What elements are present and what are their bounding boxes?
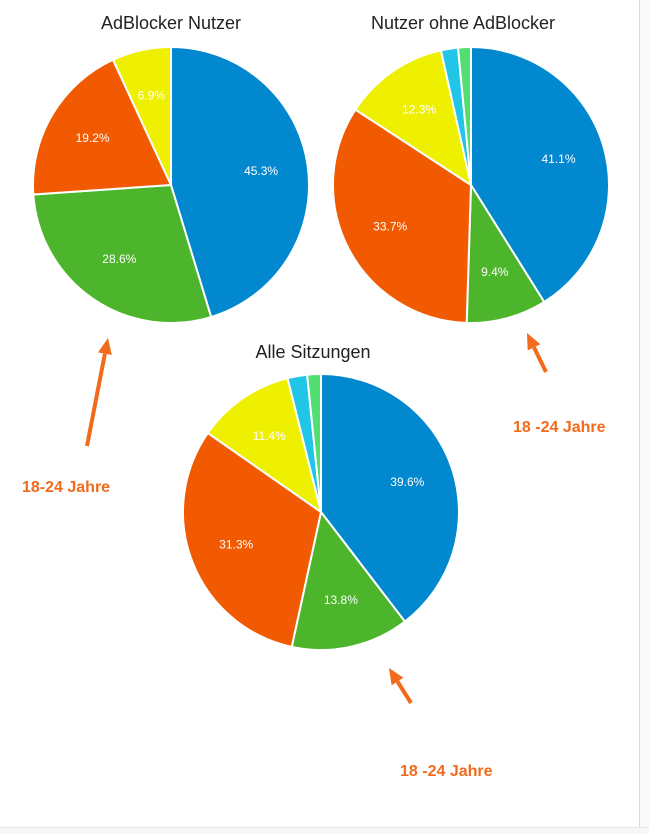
annotation-arrow-bottom <box>389 668 413 705</box>
annotation-label-right: 18 -24 Jahre <box>513 419 606 436</box>
pie-slice-label: 28.6% <box>102 252 136 266</box>
pie-slice <box>112 46 172 186</box>
window-edge-bottom <box>0 827 649 834</box>
pie-slice <box>206 377 322 513</box>
pie-slice-label: 19.2% <box>76 131 110 145</box>
chart-title-all-sessions: Alle Sitzungen <box>255 342 371 362</box>
pie-slice-label: 33.7% <box>373 219 407 233</box>
pie-slice <box>354 49 472 186</box>
window-edge-right <box>639 0 649 834</box>
chart-title-adblocker: AdBlocker Nutzer <box>100 13 242 33</box>
pie-slice <box>182 432 322 648</box>
pie-slice-label: 13.8% <box>324 593 358 607</box>
annotation-arrow-right <box>527 333 548 373</box>
pie-slice <box>320 373 460 623</box>
pie-slice <box>457 45 472 186</box>
pie-chart-2: 41.1% 9.4% 33.7% 12.3% <box>332 45 610 324</box>
pie-slice-label: 11.4% <box>253 429 286 443</box>
pie-slice <box>170 46 310 319</box>
pie-slice-label: 9.4% <box>481 265 509 279</box>
annotation-label-bottom: 18 -24 Jahre <box>400 763 493 780</box>
pie-chart-3: 39.6% 13.8% 31.3% 11.4% <box>182 373 460 651</box>
pie-slice-label: 31.3% <box>219 537 253 551</box>
annotation-arrow-left <box>85 338 112 447</box>
pie-slice-label: 41.1% <box>541 152 575 166</box>
annotation-label-left: 18-24 Jahre <box>22 479 111 496</box>
pie-chart-1: 45.3% 28.6% 19.2% 6.9% <box>32 46 310 324</box>
pie-slice <box>306 373 322 513</box>
pie-slice <box>290 511 406 651</box>
pie-slice-label: 45.3% <box>244 164 278 178</box>
chart-title-no-adblocker: Nutzer ohne AdBlocker <box>370 13 556 33</box>
pie-slice-label: 6.9% <box>138 88 166 102</box>
pie-slice-label: 39.6% <box>390 475 424 489</box>
pie-slice <box>32 58 172 196</box>
pie-slice <box>32 184 213 324</box>
pie-slice <box>465 184 546 324</box>
pie-slice-label: 12.3% <box>402 102 436 116</box>
